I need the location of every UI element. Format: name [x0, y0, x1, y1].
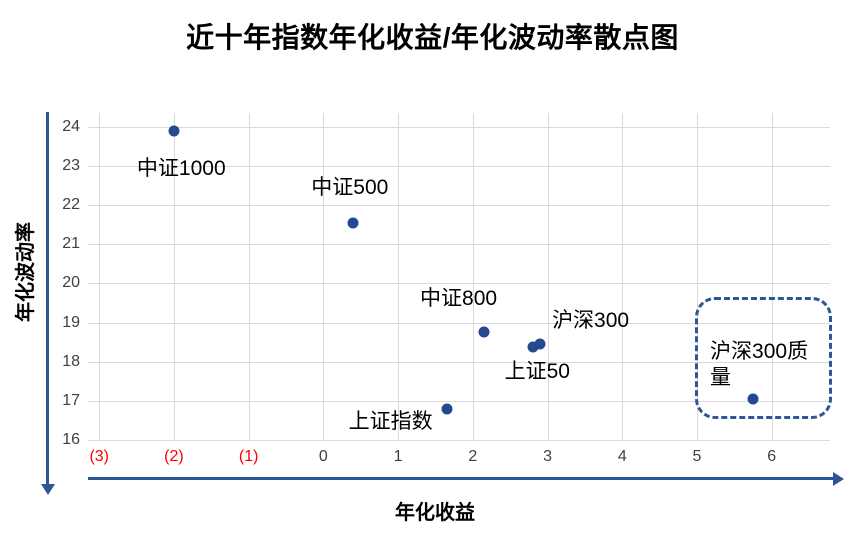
data-point-label: 中证800 [420, 287, 498, 311]
x-axis-tick-label: 4 [617, 448, 627, 465]
x-axis-tick-label: (1) [238, 448, 259, 465]
x-axis-tick-label: 3 [543, 448, 552, 465]
y-axis-tick-label: 24 [62, 117, 80, 135]
horizontal-gridline [88, 165, 830, 167]
data-point-label: 上证指数 [348, 409, 433, 433]
y-axis-tick-label: 22 [62, 196, 80, 214]
vertical-gridline [173, 113, 175, 440]
x-axis-tick-label: 1 [393, 448, 403, 465]
chart-title: 近十年指数年化收益/年化波动率散点图 [186, 22, 679, 53]
y-axis-arrow-line [40, 112, 55, 495]
horizontal-gridline [88, 322, 830, 324]
y-axis-tick-label: 23 [62, 156, 80, 174]
vertical-gridline [472, 113, 474, 440]
vertical-gridline [696, 113, 698, 440]
data-point [347, 217, 359, 229]
vertical-gridline [771, 113, 773, 440]
x-axis-tick-label: (3) [89, 448, 109, 465]
x-axis-tick-label: 6 [767, 448, 777, 465]
y-axis-tick-label: 19 [62, 313, 80, 331]
x-axis-tick-label: 0 [318, 448, 328, 465]
x-axis-arrow-line [88, 471, 844, 486]
arrow-right-icon [833, 471, 844, 486]
horizontal-gridline [88, 361, 830, 363]
y-axis-tick-label: 16 [62, 431, 80, 448]
highlight-dashed-box [695, 296, 833, 419]
data-point [168, 125, 180, 137]
data-point-label: 中证500 [311, 175, 389, 199]
vertical-gridline [622, 113, 624, 440]
data-point [527, 341, 539, 353]
horizontal-gridline [88, 400, 830, 402]
arrow-down-icon [40, 484, 55, 495]
data-point [478, 326, 490, 338]
vertical-gridline [248, 113, 250, 440]
x-axis-tick-label: (2) [164, 448, 184, 465]
horizontal-gridline [88, 205, 830, 207]
data-point-label: 中证1000 [136, 156, 226, 180]
vertical-gridline [398, 113, 400, 440]
x-axis-title: 年化收益 [395, 502, 475, 524]
vertical-gridline [547, 113, 549, 440]
y-axis-tick-label: 21 [62, 235, 80, 253]
data-point [441, 403, 453, 415]
vertical-gridline [99, 113, 101, 440]
y-axis-tick-label: 17 [62, 391, 80, 409]
y-axis-tick-label: 18 [62, 352, 80, 370]
horizontal-gridline [88, 283, 830, 285]
data-point [747, 393, 759, 405]
plot-area: 16 17 18 19 20 21 22 23 24 (3) (2) (1) 0 1 2 3 4 5 6 中证1000… [62, 113, 833, 465]
vertical-gridline [323, 113, 325, 440]
x-axis-tick-label: 5 [692, 448, 702, 465]
data-point [534, 338, 546, 350]
horizontal-gridline [88, 440, 830, 441]
horizontal-gridline [88, 126, 830, 128]
data-point-label: 沪深300 [552, 309, 630, 333]
y-axis-tick-label: 20 [62, 274, 80, 292]
data-point-label: 上证50 [504, 359, 570, 383]
horizontal-gridline [88, 244, 830, 246]
y-axis-title: 年化波动率 [15, 222, 37, 322]
data-point-label: 沪深300质量 [710, 339, 809, 389]
x-axis-tick-label: 2 [468, 448, 478, 465]
